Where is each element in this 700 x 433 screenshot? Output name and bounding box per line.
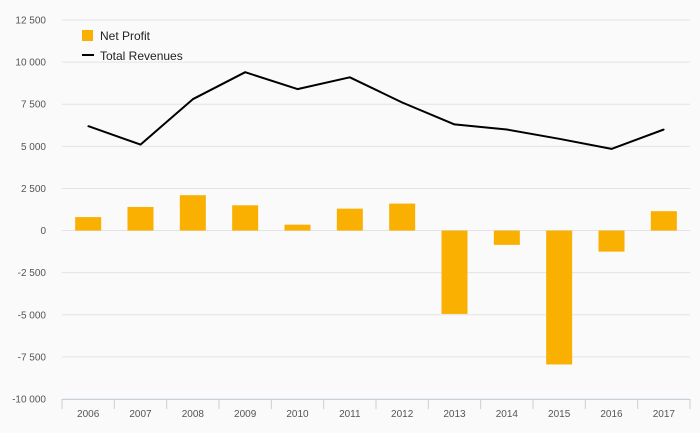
bar-2011 (336, 208, 363, 231)
bar-2016 (598, 230, 625, 252)
x-axis: 2006 2007 2008 2009 2010 2011 2012 2013 2014 2015… (61, 399, 691, 420)
revenue-point-2013 (453, 123, 456, 126)
revenue-point-2007 (139, 143, 142, 146)
bar-2012 (389, 203, 416, 231)
y-tick-label: -7 500 (18, 352, 47, 363)
y-tick-label: -5 000 (18, 310, 47, 321)
legend-swatch-net-profit (82, 30, 93, 41)
y-tick-label: 0 (40, 226, 46, 237)
x-tick-label: 2013 (443, 409, 466, 420)
revenue-point-2009 (244, 71, 246, 74)
y-tick-label: 12 500 (15, 16, 46, 27)
net-profit-bars (75, 195, 677, 365)
bar-2010 (284, 224, 311, 231)
total-revenues-line-group (87, 71, 665, 150)
legend-item-net-profit[interactable]: Net Profit (82, 29, 151, 43)
revenue-point-2014 (506, 128, 508, 131)
bar-2006 (75, 217, 102, 231)
x-tick-label: 2015 (548, 409, 571, 420)
bar-2009 (232, 205, 259, 231)
revenue-point-2008 (192, 98, 194, 100)
y-tick-label: 5 000 (21, 142, 46, 153)
x-tick-label: 2008 (182, 409, 205, 420)
legend-label-net-profit: Net Profit (100, 29, 151, 43)
x-tick-label: 2010 (286, 409, 309, 420)
bar-2007 (127, 206, 154, 231)
revenue-point-2012 (401, 101, 403, 104)
y-tick-label: -10 000 (12, 395, 46, 406)
y-tick-label: 7 500 (21, 100, 46, 111)
bar-2015 (546, 230, 573, 365)
revenue-point-2016 (610, 148, 613, 150)
x-tick-label: 2012 (391, 409, 414, 420)
x-tick-label: 2009 (234, 409, 257, 420)
bar-2017 (650, 211, 677, 231)
x-tick-label: 2017 (653, 409, 676, 420)
revenue-point-2006 (87, 125, 89, 127)
y-tick-label: 10 000 (15, 58, 46, 69)
x-tick-label: 2016 (600, 409, 623, 420)
legend-item-total-revenues[interactable]: Total Revenues (82, 49, 183, 63)
bar-2008 (179, 195, 206, 231)
bar-2014 (493, 230, 520, 245)
revenue-point-2011 (349, 76, 351, 79)
total-revenues-line (87, 71, 665, 150)
revenue-point-2017 (663, 128, 665, 131)
x-tick-label: 2006 (77, 409, 100, 420)
y-axis: 12 500 10 000 7 500 5 000 2 500 0 -2 500 -5 000… (12, 16, 46, 406)
x-tick-label: 2007 (129, 409, 152, 420)
revenue-point-2015 (558, 137, 560, 140)
legend-label-total-revenues: Total Revenues (100, 49, 183, 63)
gridlines (62, 19, 690, 400)
bar-2013 (441, 230, 468, 314)
y-tick-label: -2 500 (18, 268, 47, 279)
legend[interactable]: Net Profit Total Revenues (82, 29, 183, 63)
revenue-point-2010 (296, 88, 299, 90)
x-tick-label: 2011 (339, 409, 361, 420)
x-tick-label: 2014 (496, 409, 519, 420)
y-tick-label: 2 500 (21, 184, 46, 195)
